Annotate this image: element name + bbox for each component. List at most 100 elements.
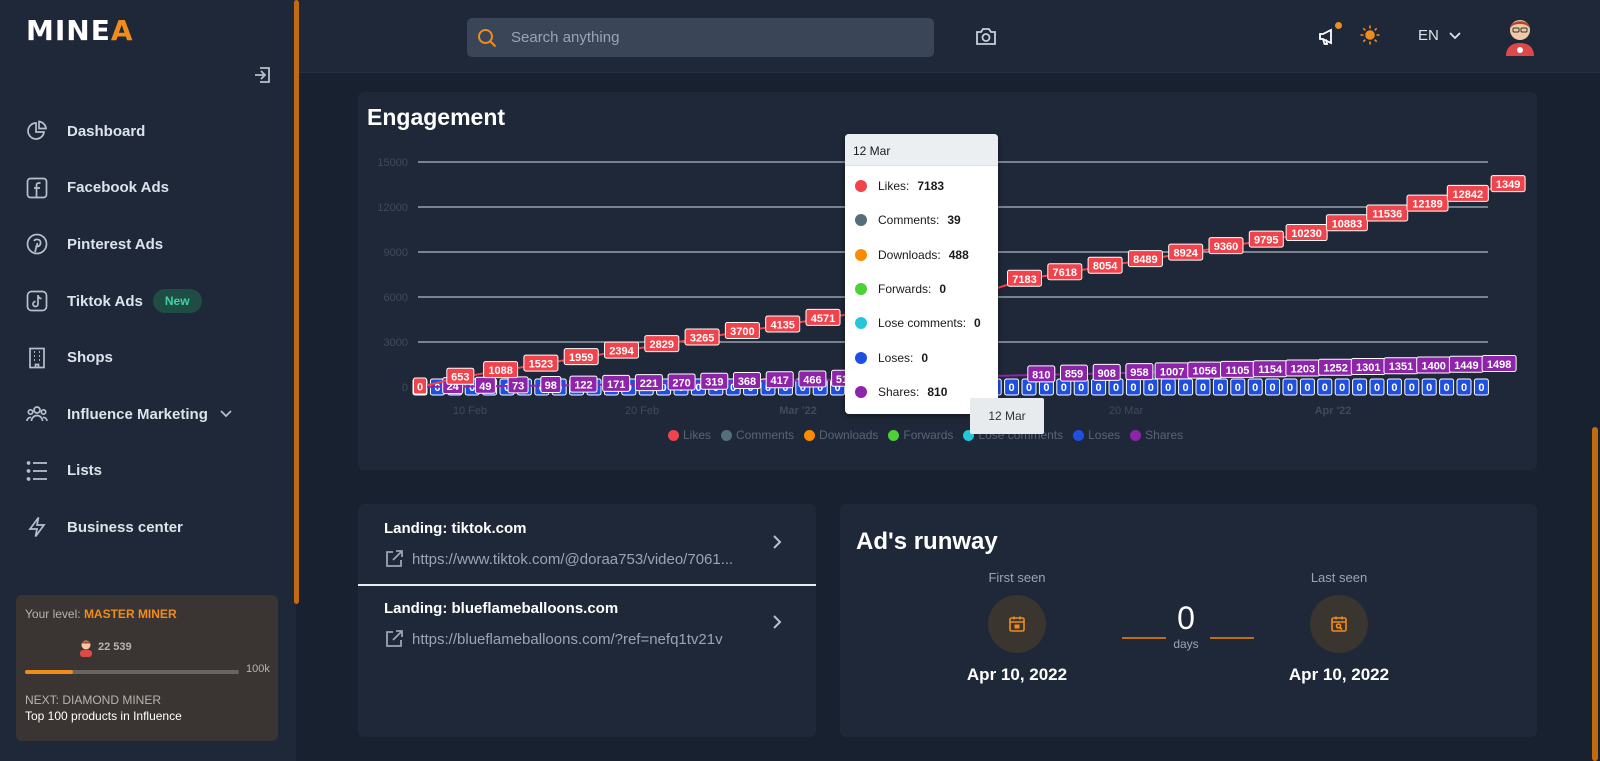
data-label: 1400 [1421, 361, 1445, 373]
data-label: 0 [835, 382, 841, 394]
sidebar-item-shops[interactable]: Shops [0, 329, 296, 386]
data-label: 0 [417, 382, 423, 394]
runway-line-left [1122, 637, 1166, 639]
chevron-down-icon [1449, 31, 1461, 39]
legend-item-forwards[interactable]: Forwards [888, 428, 953, 442]
data-label: 0 [1061, 382, 1067, 394]
data-label-box [1208, 237, 1244, 255]
level-name: MASTER MINER [83, 607, 177, 621]
data-label-box [1127, 250, 1163, 268]
sidebar-item-facebook-ads[interactable]: Facebook Ads [0, 160, 296, 217]
legend-item-comments[interactable]: Comments [721, 428, 794, 442]
data-label: 908 [1098, 368, 1116, 380]
legend-item-shares[interactable]: Shares [1130, 428, 1183, 442]
chevron-right-icon[interactable] [772, 534, 782, 550]
tooltip-row: Loses:0 [845, 340, 998, 374]
landing-url[interactable]: https://www.tiktok.com/@doraa753/video/7… [384, 549, 816, 569]
data-label-box [765, 315, 801, 333]
minea-logo[interactable]: MINEA [26, 14, 134, 47]
sidebar-item-lists[interactable]: Lists [0, 443, 296, 500]
new-badge: New [152, 289, 202, 314]
main-scrollbar[interactable] [1592, 427, 1598, 761]
last-seen-date: Apr 10, 2022 [1288, 665, 1390, 684]
y-tick-label: 6000 [384, 292, 408, 304]
y-tick-label: 12000 [377, 202, 408, 214]
landing-item[interactable]: Landing: tiktok.com https://www.tiktok.c… [358, 504, 816, 584]
announcements-button[interactable] [1318, 22, 1342, 51]
data-label: 0 [1113, 382, 1119, 394]
data-label: 0 [1409, 382, 1415, 394]
sidebar-item-pinterest-ads[interactable]: Pinterest Ads [0, 216, 296, 273]
data-label-box [540, 376, 562, 394]
tooltip-row: Shares:810 [845, 375, 998, 409]
tooltip-marker [855, 385, 867, 398]
data-label-box [1439, 378, 1455, 396]
x-axis-tooltip: 12 Mar [970, 398, 1044, 434]
data-label-box [1285, 224, 1328, 242]
data-label: 8054 [1093, 261, 1118, 273]
top-header: EN [299, 0, 1600, 73]
collapse-sidebar-icon[interactable] [252, 64, 274, 86]
user-avatar[interactable] [1503, 16, 1537, 56]
data-label-box [1406, 194, 1449, 212]
data-label: 0 [1357, 382, 1363, 394]
sidebar-item-dashboard[interactable]: Dashboard [0, 103, 296, 160]
next-level-description: Top 100 products in Influence [25, 709, 182, 723]
data-label: 7618 [1053, 267, 1077, 279]
next-level: NEXT: DIAMOND MINER [25, 693, 162, 707]
data-label: 8489 [1133, 254, 1157, 266]
data-label-box [413, 377, 427, 395]
data-label: 1523 [529, 359, 553, 371]
list-icon [25, 459, 49, 483]
sidebar-item-business-center[interactable]: Business center [0, 499, 296, 556]
data-label-box [1334, 378, 1350, 396]
data-label-box [724, 322, 760, 339]
x-tick-label: Apr '22 [1315, 405, 1352, 417]
chevron-right-icon[interactable] [772, 614, 782, 630]
tiktok-icon [25, 289, 49, 313]
calendar-icon [1009, 616, 1025, 632]
sidebar-item-label: Pinterest Ads [67, 235, 164, 253]
landing-item[interactable]: Landing: blueflameballoons.com https://b… [358, 584, 816, 664]
data-label: 0 [1287, 382, 1293, 394]
camera-icon[interactable] [975, 26, 997, 46]
sidebar-item-influence-marketing[interactable]: Influence Marketing [0, 386, 296, 443]
first-seen: First seen Apr 10, 2022 [942, 570, 1092, 685]
data-label: 9795 [1254, 235, 1278, 247]
data-label-box [1212, 378, 1228, 396]
data-label: 0 [1461, 382, 1467, 394]
data-label: 958 [1130, 367, 1148, 379]
data-label: 810 [1032, 369, 1050, 381]
data-label-box [602, 374, 631, 392]
data-label-box [1092, 363, 1121, 381]
data-label: 0 [1200, 382, 1206, 394]
data-label: 0 [695, 382, 701, 394]
legend-item-loses[interactable]: Loses [1073, 428, 1120, 442]
data-label-box [765, 371, 794, 389]
data-label: 0 [1270, 382, 1276, 394]
data-label-box [1248, 230, 1284, 248]
calendar-circle [1310, 595, 1368, 653]
data-label: 1056 [1193, 366, 1217, 378]
search-input[interactable] [511, 29, 911, 46]
sidebar-scrollbar[interactable] [294, 0, 299, 604]
sun-icon[interactable] [1360, 25, 1380, 45]
language-selector[interactable]: EN [1418, 27, 1461, 44]
chart-tooltip: 12 Mar Likes:7183 Comments:39 Downloads:… [845, 134, 998, 414]
external-link-icon [386, 550, 403, 567]
search-bar[interactable] [467, 18, 934, 57]
pinterest-icon [25, 232, 49, 256]
landing-url[interactable]: https://blueflameballoons.com/?ref=nefq1… [384, 629, 816, 649]
data-label: 1007 [1160, 366, 1184, 378]
engagement-card: Engagement 0 3000 6000 9000 12000 15000 10 Feb… [358, 92, 1537, 470]
legend-item-likes[interactable]: Likes [668, 428, 711, 442]
legend-marker [963, 429, 975, 441]
legend-item-downloads[interactable]: Downloads [804, 428, 878, 442]
sidebar-item-tiktok-ads[interactable]: Tiktok Ads New [0, 273, 296, 330]
data-label: 466 [803, 375, 821, 387]
data-label-box [1404, 378, 1420, 396]
sidebar: MINEA Dashboard Facebook Ads Pinterest A… [0, 0, 296, 761]
data-label: 0 [469, 382, 475, 394]
ads-runway-card: Ad's runway First seen Apr 10, 2022 0 da… [840, 504, 1537, 737]
data-label-box [1481, 355, 1517, 373]
